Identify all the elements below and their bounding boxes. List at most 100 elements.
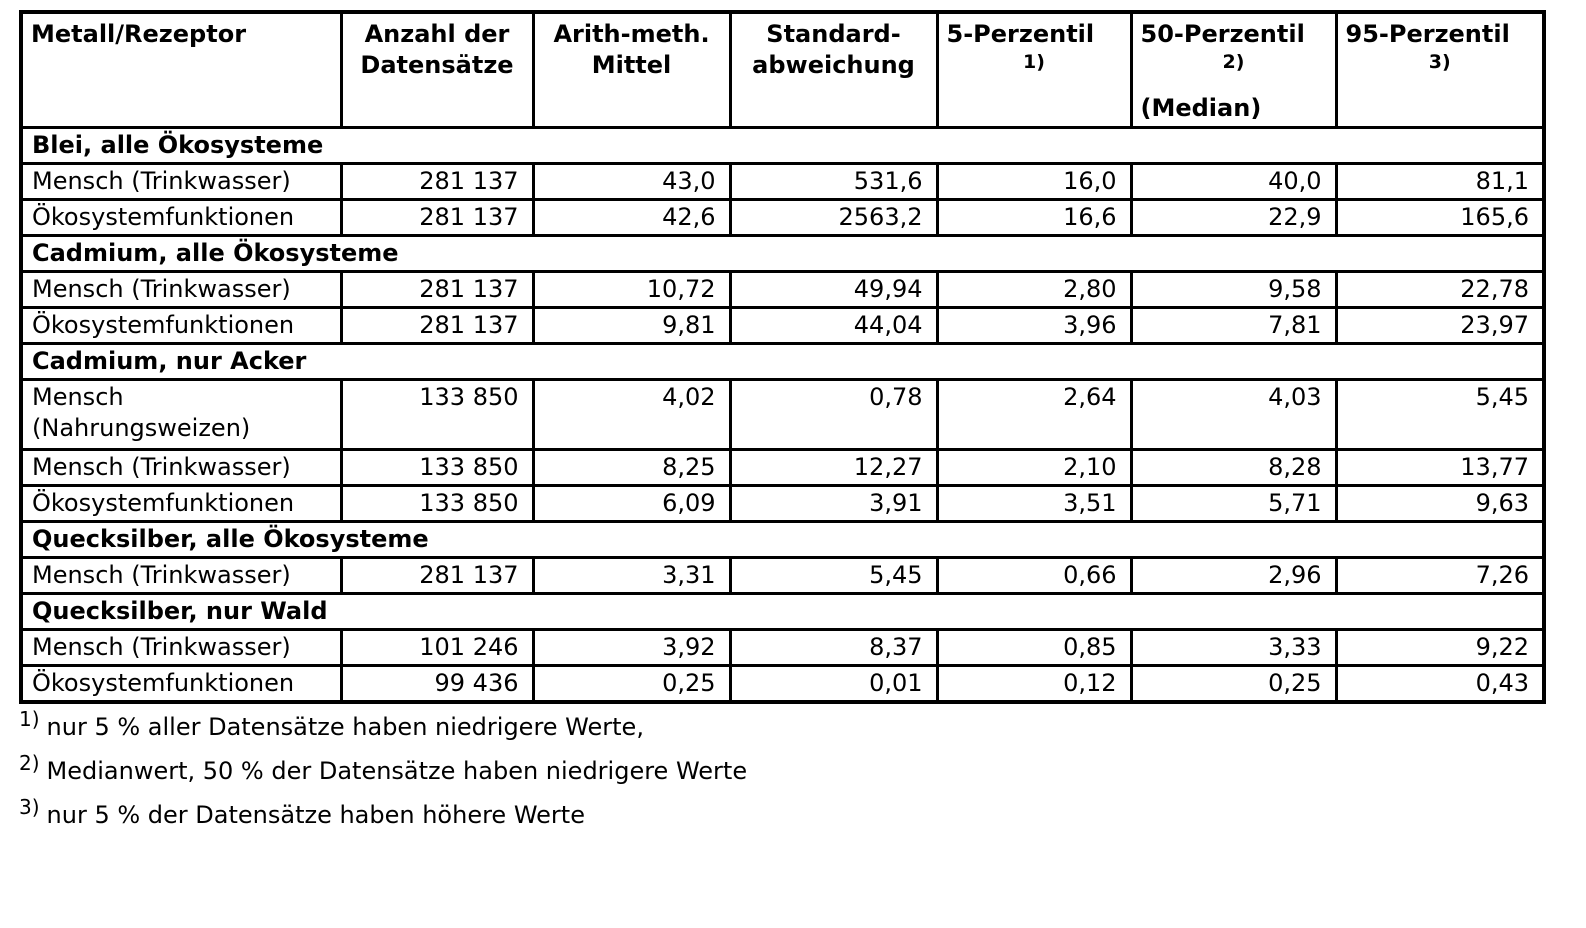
value-cell-mittel: 8,25	[531, 448, 732, 487]
header-label: Arith-meth.	[553, 20, 710, 48]
row-label-cell: Ökosystemfunktionen	[19, 198, 343, 237]
value-cell-p95: 5,45	[1334, 378, 1546, 451]
value-cell-p5: 16,6	[935, 198, 1133, 237]
row-label-cell: Mensch (Trinkwasser)	[19, 270, 343, 309]
header-footnote-mark: 2)	[1222, 51, 1245, 73]
header-cell-p95: 95-Perzentil 3)	[1334, 10, 1546, 129]
footnote-1-mark: 1)	[19, 707, 40, 731]
data-row: Mensch (Trinkwasser) 281 137 43,0 531,6 16,0…	[19, 162, 1546, 201]
value-cell-p95: 0,43	[1334, 664, 1546, 704]
section-title-cell: Quecksilber, nur Wald	[19, 592, 1546, 631]
header-cell-p5: 5-Perzentil 1)	[935, 10, 1133, 129]
value-cell-p95: 23,97	[1334, 306, 1546, 345]
value-cell-mittel: 3,92	[531, 628, 732, 667]
header-cell-anzahl: Anzahl der Datensätze	[339, 10, 535, 129]
data-row: Ökosystemfunktionen 281 137 9,81 44,04 3,96 7…	[19, 306, 1546, 345]
value-cell-anzahl: 133 850	[339, 448, 535, 487]
header-footnote-mark: 3)	[1428, 51, 1451, 73]
footnote-3-mark: 3)	[19, 795, 40, 819]
value-cell-p50: 2,96	[1129, 556, 1338, 595]
footnote-2-text: Medianwert, 50 % der Datensätze haben ni…	[46, 757, 748, 785]
footnotes: 1) nur 5 % aller Datensätze haben niedrig…	[19, 707, 748, 844]
header-label: Anzahl der	[364, 20, 510, 48]
header-cell-content: Standard-abweichung	[740, 19, 928, 123]
section-header-row: Quecksilber, alle Ökosysteme	[19, 520, 1546, 559]
header-cell-content: 5-Perzentil 1)	[947, 19, 1122, 123]
section-header-row: Cadmium, nur Acker	[19, 342, 1546, 381]
value-cell-p95: 7,26	[1334, 556, 1546, 595]
footnote-2: 2) Medianwert, 50 % der Datensätze haben …	[19, 751, 748, 787]
footnote-1: 1) nur 5 % aller Datensätze haben niedrig…	[19, 707, 747, 743]
value-cell-mittel: 6,09	[531, 484, 732, 523]
value-cell-stdabw: 2563,2	[728, 198, 939, 237]
header-cell-metall: Metall/Rezeptor	[19, 10, 343, 129]
data-row: Mensch (Trinkwasser) 101 246 3,92 8,37 0,85 3…	[19, 628, 1546, 667]
value-cell-p5: 0,12	[935, 664, 1133, 704]
footnote-3: 3) nur 5 % der Datensätze haben höhere We…	[19, 795, 747, 831]
value-cell-anzahl: 281 137	[339, 198, 535, 237]
header-cell-content: Arith-meth. Mittel	[543, 19, 721, 123]
header-label: 5-Perzentil	[946, 20, 1095, 48]
data-row: Mensch (Nahrungsweizen) 133 850 4,02 0,78 2,6…	[19, 378, 1546, 451]
value-cell-stdabw: 8,37	[728, 628, 939, 667]
row-label-cell: Ökosystemfunktionen	[19, 306, 343, 345]
value-cell-anzahl: 281 137	[339, 556, 535, 595]
table-body: Blei, alle Ökosysteme Mensch (Trinkwasser…	[19, 126, 1546, 704]
section-title-cell: Cadmium, nur Acker	[19, 342, 1546, 381]
footnote-1-text: nur 5 % aller Datensätze haben niedriger…	[46, 713, 644, 741]
value-cell-anzahl: 133 850	[339, 484, 535, 523]
data-row: Mensch (Trinkwasser) 133 850 8,25 12,27 2,10…	[19, 448, 1546, 487]
row-label-cell: Mensch (Trinkwasser)	[19, 556, 343, 595]
section-title-cell: Cadmium, alle Ökosysteme	[19, 234, 1546, 273]
value-cell-p95: 165,6	[1334, 198, 1546, 237]
value-cell-mittel: 9,81	[531, 306, 732, 345]
value-cell-anzahl: 133 850	[339, 378, 535, 451]
header-label: Standard-	[766, 20, 901, 48]
value-cell-stdabw: 0,01	[728, 664, 939, 704]
table-header-row: Metall/Rezeptor Anzahl der Datensätze Arith…	[19, 10, 1546, 129]
value-cell-stdabw: 44,04	[728, 306, 939, 345]
value-cell-p50: 40,0	[1129, 162, 1338, 201]
value-cell-mittel: 0,25	[531, 664, 732, 704]
header-sublabel: (Median)	[1140, 94, 1262, 122]
header-cell-content: 50-Perzentil 2) (Median)	[1141, 19, 1327, 123]
table-header: Metall/Rezeptor Anzahl der Datensätze Arith…	[19, 10, 1546, 129]
value-cell-anzahl: 99 436	[339, 664, 535, 704]
header-label: abweichung	[752, 51, 915, 79]
value-cell-stdabw: 49,94	[728, 270, 939, 309]
header-cell-p50: 50-Perzentil 2) (Median)	[1129, 10, 1338, 129]
value-cell-p50: 22,9	[1129, 198, 1338, 237]
value-cell-p50: 3,33	[1129, 628, 1338, 667]
row-label-cell: Mensch (Nahrungsweizen)	[19, 378, 343, 451]
value-cell-p5: 2,64	[935, 378, 1133, 451]
section-header-row: Blei, alle Ökosysteme	[19, 126, 1546, 165]
value-cell-mittel: 3,31	[531, 556, 732, 595]
value-cell-anzahl: 281 137	[339, 162, 535, 201]
value-cell-anzahl: 101 246	[339, 628, 535, 667]
header-label: Metall/Rezeptor	[31, 20, 247, 48]
header-cell-stdabw: Standard-abweichung	[728, 10, 939, 129]
value-cell-p50: 0,25	[1129, 664, 1338, 704]
value-cell-anzahl: 281 137	[339, 306, 535, 345]
value-cell-stdabw: 3,91	[728, 484, 939, 523]
row-label-cell: Mensch (Trinkwasser)	[19, 448, 343, 487]
value-cell-p50: 9,58	[1129, 270, 1338, 309]
header-label: 50-Perzentil	[1140, 20, 1305, 48]
data-row: Mensch (Trinkwasser) 281 137 3,31 5,45 0,66 2…	[19, 556, 1546, 595]
value-cell-p95: 9,63	[1334, 484, 1546, 523]
value-cell-stdabw: 12,27	[728, 448, 939, 487]
value-cell-p95: 22,78	[1334, 270, 1546, 309]
value-cell-p5: 0,85	[935, 628, 1133, 667]
header-footnote-mark: 1)	[1023, 51, 1045, 73]
value-cell-mittel: 43,0	[531, 162, 732, 201]
section-header-row: Quecksilber, nur Wald	[19, 592, 1546, 631]
header-label: Datensätze	[360, 51, 514, 79]
value-cell-mittel: 4,02	[531, 378, 732, 451]
row-label-cell: Mensch (Trinkwasser)	[19, 628, 343, 667]
value-cell-p5: 3,51	[935, 484, 1133, 523]
value-cell-p50: 8,28	[1129, 448, 1338, 487]
value-cell-p5: 2,10	[935, 448, 1133, 487]
value-cell-p50: 4,03	[1129, 378, 1338, 451]
footnote-2-mark: 2)	[19, 751, 40, 775]
